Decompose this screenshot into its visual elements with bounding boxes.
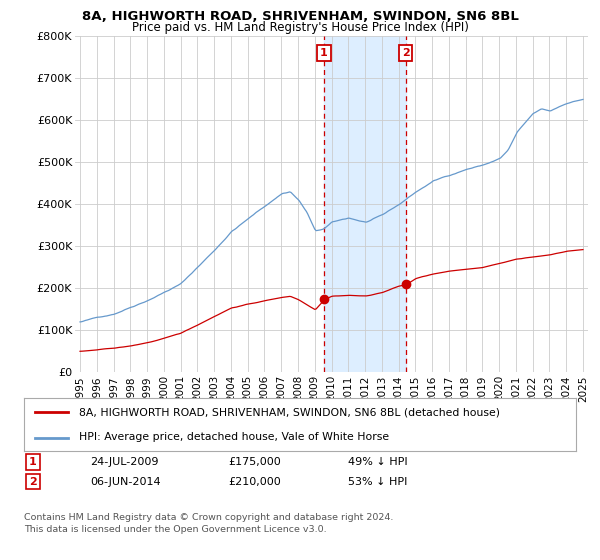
Text: 24-JUL-2009: 24-JUL-2009 (90, 457, 158, 467)
Text: Price paid vs. HM Land Registry's House Price Index (HPI): Price paid vs. HM Land Registry's House … (131, 21, 469, 34)
Text: Contains HM Land Registry data © Crown copyright and database right 2024.
This d: Contains HM Land Registry data © Crown c… (24, 513, 394, 534)
Text: 06-JUN-2014: 06-JUN-2014 (90, 477, 161, 487)
Text: £210,000: £210,000 (228, 477, 281, 487)
Text: 8A, HIGHWORTH ROAD, SHRIVENHAM, SWINDON, SN6 8BL: 8A, HIGHWORTH ROAD, SHRIVENHAM, SWINDON,… (82, 10, 518, 23)
Text: 49% ↓ HPI: 49% ↓ HPI (348, 457, 407, 467)
Bar (324, 36, 406, 372)
Text: 2: 2 (29, 477, 37, 487)
Text: HPI: Average price, detached house, Vale of White Horse: HPI: Average price, detached house, Vale… (79, 432, 389, 442)
Text: 8A, HIGHWORTH ROAD, SHRIVENHAM, SWINDON, SN6 8BL (detached house): 8A, HIGHWORTH ROAD, SHRIVENHAM, SWINDON,… (79, 408, 500, 418)
Text: 53% ↓ HPI: 53% ↓ HPI (348, 477, 407, 487)
Text: 2: 2 (402, 48, 409, 58)
Text: £175,000: £175,000 (228, 457, 281, 467)
Text: 1: 1 (320, 48, 328, 58)
Text: 1: 1 (29, 457, 37, 467)
